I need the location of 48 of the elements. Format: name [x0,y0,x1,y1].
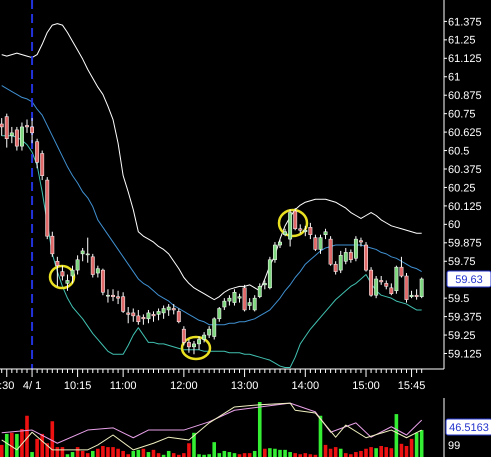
y-tick-label: 60.75 [448,108,476,120]
y-tick-label: 60.5 [448,145,470,158]
bar [338,448,343,457]
y-tick-label: 59.75 [448,256,476,268]
y-tick-label: 60.875 [448,90,482,102]
x-tick-label: 15:45 [398,380,426,392]
y-tick-label: 59.875 [448,238,482,250]
y-tick-label: 61.25 [448,34,476,47]
bar [15,434,19,457]
x-tick-label: 15:00 [352,380,380,392]
bar [0,444,4,457]
text: 59.63 [455,274,483,286]
candlestick [324,228,328,240]
x-tick-label: 10:15 [64,380,92,392]
bar [318,416,322,457]
x-tick-label: :30 [0,380,14,392]
y-tick-label: 59.125 [448,348,482,360]
bar [142,448,146,457]
y-tick-label: 59.5 [448,293,470,305]
text: 46.5163 [449,422,489,434]
bar [374,448,378,457]
y-tick-label: 61.125 [448,53,482,66]
candlestick [60,265,64,281]
y-tick-label: 61 [448,72,460,84]
bar [90,450,95,457]
candlestick [66,274,70,292]
text: 99 [448,440,460,452]
bar [10,432,14,457]
y-tick-label: 60 [448,219,460,232]
x-tick-label: 14:00 [292,380,320,392]
x-tick-label: 4/ 1 [22,380,42,392]
y-tick-label: 60.375 [448,164,482,176]
bar [394,414,398,457]
y-tick-label: 59.375 [448,311,482,324]
x-tick-label: 13:00 [230,380,258,392]
bar [30,452,34,457]
x-tick-label: 12:00 [170,380,198,392]
y-tick-label: 60.125 [448,200,482,213]
bar [263,448,267,457]
y-tick-label: 59.25 [448,330,476,342]
candlestick [176,308,181,324]
x-tick-label: 11:00 [110,380,136,392]
y-tick-label: 60.625 [448,126,482,139]
candlestick [55,256,60,287]
bar [4,434,9,457]
y-tick-label: 61.375 [448,16,482,28]
bar [146,452,150,457]
y-tick-label: 60.25 [448,182,476,194]
